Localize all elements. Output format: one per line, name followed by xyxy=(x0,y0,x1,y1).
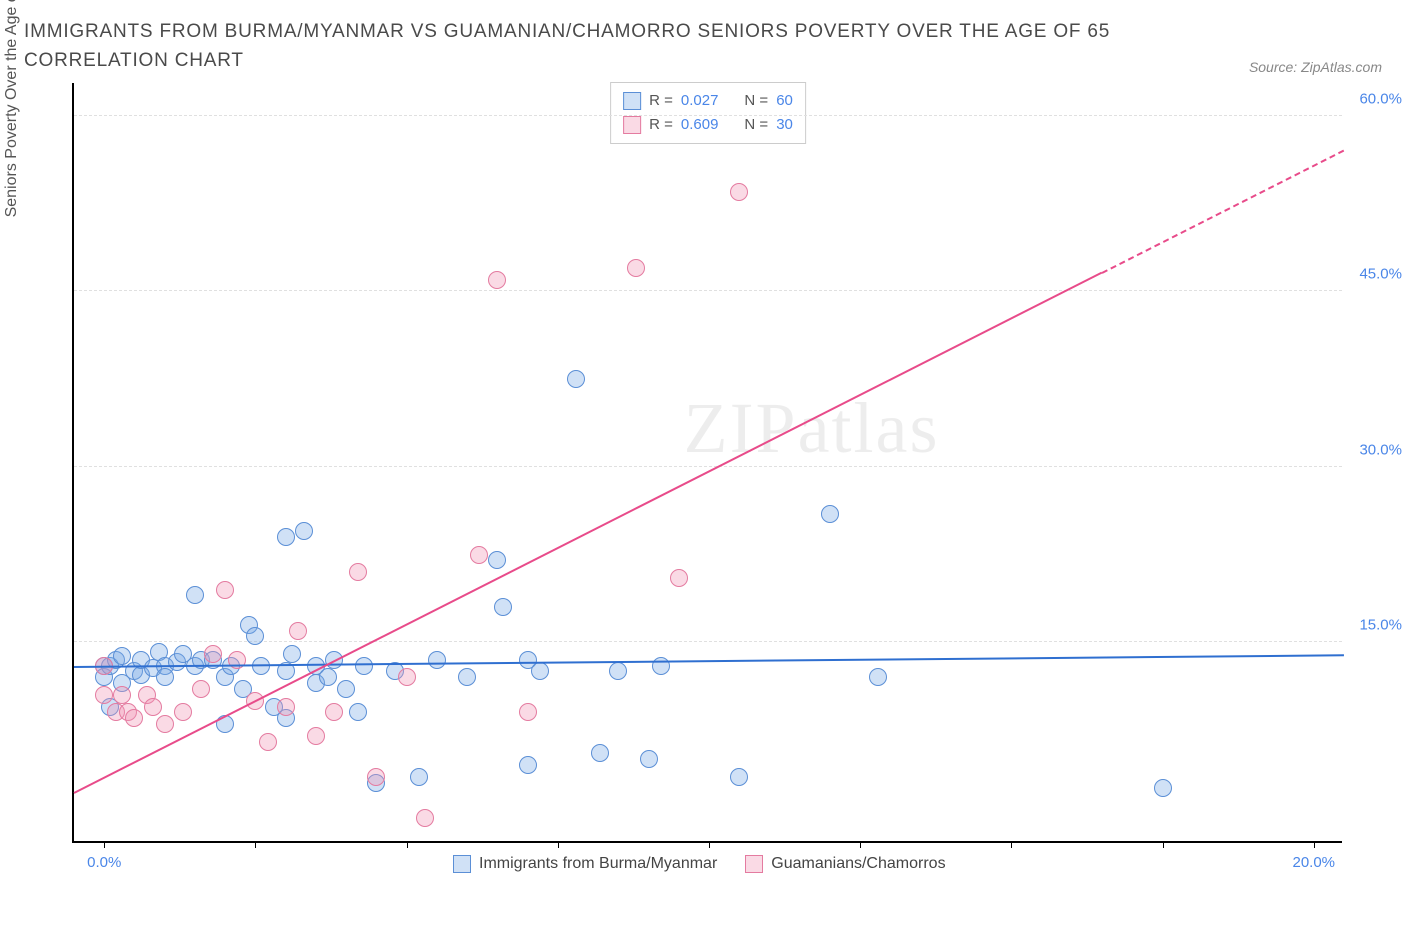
x-tick-label: 0.0% xyxy=(87,854,121,871)
data-point-guam xyxy=(519,703,537,721)
gridline xyxy=(74,290,1342,291)
data-point-guam xyxy=(204,645,222,663)
data-point-guam xyxy=(192,680,210,698)
legend-item-burma: Immigrants from Burma/Myanmar xyxy=(453,855,717,873)
r-label: R = xyxy=(649,113,673,137)
swatch-guam xyxy=(623,116,641,134)
legend-series: Immigrants from Burma/Myanmar Guamanians/… xyxy=(453,855,946,873)
x-tick xyxy=(1011,841,1012,848)
data-point-burma xyxy=(609,662,627,680)
legend-stat-row-guam: R = 0.609 N = 30 xyxy=(623,113,793,137)
r-value: 0.027 xyxy=(681,89,719,113)
data-point-burma xyxy=(246,627,264,645)
data-point-guam xyxy=(349,563,367,581)
data-point-burma xyxy=(730,768,748,786)
x-tick xyxy=(407,841,408,848)
data-point-guam xyxy=(416,809,434,827)
x-tick xyxy=(255,841,256,848)
data-point-guam xyxy=(670,569,688,587)
data-point-burma xyxy=(319,668,337,686)
x-tick-label: 20.0% xyxy=(1292,854,1335,871)
data-point-guam xyxy=(488,271,506,289)
x-tick xyxy=(558,841,559,848)
legend-stat-row-burma: R = 0.027 N = 60 xyxy=(623,89,793,113)
data-point-guam xyxy=(730,183,748,201)
data-point-burma xyxy=(186,586,204,604)
y-tick-label: 45.0% xyxy=(1359,266,1402,283)
data-point-guam xyxy=(289,622,307,640)
legend-label: Immigrants from Burma/Myanmar xyxy=(479,855,717,873)
data-point-burma xyxy=(1154,779,1172,797)
data-point-guam xyxy=(398,668,416,686)
data-point-burma xyxy=(519,756,537,774)
data-point-guam xyxy=(156,715,174,733)
x-tick xyxy=(104,841,105,848)
data-point-guam xyxy=(277,698,295,716)
data-point-guam xyxy=(259,733,277,751)
data-point-burma xyxy=(428,651,446,669)
data-point-burma xyxy=(277,528,295,546)
source-label: Source: ZipAtlas.com xyxy=(1249,59,1382,75)
data-point-guam xyxy=(95,686,113,704)
legend-item-guam: Guamanians/Chamorros xyxy=(745,855,945,873)
data-point-guam xyxy=(125,709,143,727)
data-point-burma xyxy=(567,370,585,388)
data-point-burma xyxy=(458,668,476,686)
x-tick xyxy=(1314,841,1315,848)
data-point-burma xyxy=(355,657,373,675)
data-point-burma xyxy=(494,598,512,616)
data-point-burma xyxy=(531,662,549,680)
n-value: 60 xyxy=(776,89,793,113)
r-label: R = xyxy=(649,89,673,113)
n-label: N = xyxy=(744,89,768,113)
data-point-burma xyxy=(156,668,174,686)
legend-stats: R = 0.027 N = 60 R = 0.609 N = 30 xyxy=(610,82,806,144)
data-point-burma xyxy=(113,647,131,665)
data-point-burma xyxy=(488,551,506,569)
n-value: 30 xyxy=(776,113,793,137)
data-point-burma xyxy=(283,645,301,663)
data-point-guam xyxy=(325,703,343,721)
data-point-guam xyxy=(307,727,325,745)
data-point-guam xyxy=(216,581,234,599)
chart-title: IMMIGRANTS FROM BURMA/MYANMAR VS GUAMANI… xyxy=(24,18,1124,75)
watermark: ZIPatlas xyxy=(684,387,940,470)
data-point-guam xyxy=(367,768,385,786)
x-tick xyxy=(860,841,861,848)
trend-line-guam xyxy=(74,272,1103,794)
data-point-burma xyxy=(337,680,355,698)
data-point-burma xyxy=(640,750,658,768)
trend-line-guam xyxy=(1102,149,1345,273)
data-point-guam xyxy=(470,546,488,564)
data-point-burma xyxy=(652,657,670,675)
legend-label: Guamanians/Chamorros xyxy=(771,855,945,873)
y-tick-label: 15.0% xyxy=(1359,617,1402,634)
swatch-burma xyxy=(623,92,641,110)
data-point-burma xyxy=(410,768,428,786)
x-tick xyxy=(1163,841,1164,848)
swatch-guam xyxy=(745,855,763,873)
gridline xyxy=(74,466,1342,467)
data-point-burma xyxy=(349,703,367,721)
gridline xyxy=(74,641,1342,642)
scatter-plot: ZIPatlas R =0.027N =60R =0.609N =30 15.0… xyxy=(72,83,1342,843)
data-point-guam xyxy=(627,259,645,277)
data-point-burma xyxy=(591,744,609,762)
gridline xyxy=(74,115,1342,116)
data-point-burma xyxy=(821,505,839,523)
y-tick-label: 60.0% xyxy=(1359,91,1402,108)
n-label: N = xyxy=(744,113,768,137)
data-point-guam xyxy=(113,686,131,704)
data-point-guam xyxy=(174,703,192,721)
y-axis-label: Seniors Poverty Over the Age of 65 xyxy=(3,0,21,217)
y-tick-label: 30.0% xyxy=(1359,441,1402,458)
data-point-guam xyxy=(144,698,162,716)
swatch-burma xyxy=(453,855,471,873)
data-point-burma xyxy=(295,522,313,540)
r-value: 0.609 xyxy=(681,113,719,137)
data-point-burma xyxy=(869,668,887,686)
x-tick xyxy=(709,841,710,848)
